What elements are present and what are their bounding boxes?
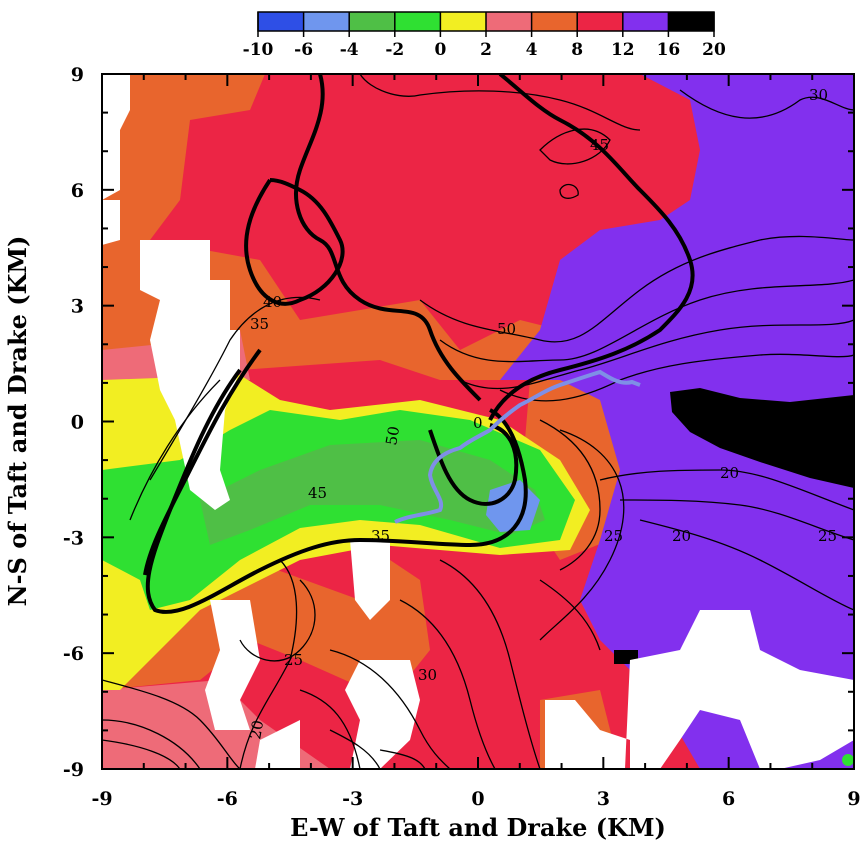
colorbar-swatch	[440, 12, 487, 31]
contour-label: 20	[246, 719, 267, 741]
colorbar-swatch	[622, 12, 669, 31]
contour-label: 40	[263, 293, 282, 311]
colorbar-swatch	[577, 12, 624, 31]
contour-label: 0	[473, 414, 483, 432]
colorbar-swatch	[668, 12, 715, 31]
contour-label: 30	[809, 86, 828, 104]
colorbar-swatch	[258, 12, 305, 31]
x-tick-label: -6	[217, 788, 238, 810]
contour-label: 35	[250, 315, 269, 333]
contour-label: 25	[818, 527, 837, 545]
y-tick-label: 3	[71, 296, 84, 318]
colorbar-tick-label: -10	[243, 40, 274, 60]
x-tick-label: 6	[722, 788, 735, 810]
colorbar-tick-label: 12	[611, 40, 635, 60]
contour-label: 35	[371, 527, 390, 545]
colorbar-tick-label: 8	[571, 40, 583, 60]
region-darkgreen-core	[200, 440, 545, 545]
colorbar-swatch	[394, 12, 441, 31]
colorbar-tick-label: -4	[340, 40, 359, 60]
colorbar-tick-label: 20	[702, 40, 726, 60]
colorbar-tick-label: -6	[294, 40, 313, 60]
contour-label: 45	[308, 484, 327, 502]
contour-labels: 45 40 35 50 0 50 45 35 25 30 20 20 25 20…	[246, 86, 837, 741]
x-tick-label: 0	[471, 788, 484, 810]
colorbar-swatch	[303, 12, 350, 31]
x-axis-title: E-W of Taft and Drake (KM)	[290, 813, 666, 842]
colorbar-tick-label: 2	[480, 40, 492, 60]
y-tick-label: -3	[63, 527, 84, 549]
x-tick-label: 9	[847, 788, 860, 810]
contour-label: 50	[497, 320, 516, 338]
region-black-east	[670, 388, 854, 488]
x-tick-label: -3	[342, 788, 363, 810]
region-purple-east	[500, 74, 854, 769]
y-tick-label: 6	[71, 180, 84, 202]
colorbar-swatch	[486, 12, 533, 31]
contour-label: 25	[284, 651, 303, 669]
x-tick-label: -9	[91, 788, 112, 810]
axis-tick-labels: -9 -6 -3 0 3 6 9 -9 -6 -3 0 3 6 9	[63, 64, 861, 810]
contour-label: 20	[672, 527, 691, 545]
colorbar-tick-label: 0	[434, 40, 446, 60]
y-tick-label: 0	[71, 412, 84, 434]
contour-label: 30	[418, 666, 437, 684]
plot-area	[102, 74, 854, 769]
colorbar-swatch	[349, 12, 396, 31]
colorbar-tick-label: -2	[385, 40, 404, 60]
colorbar-tick-label: 16	[657, 40, 681, 60]
storm-track	[394, 369, 641, 524]
x-tick-label: 3	[597, 788, 610, 810]
y-axis-title: N-S of Taft and Drake (KM)	[3, 236, 32, 607]
y-tick-label: -9	[63, 759, 84, 781]
y-tick-label: 9	[71, 64, 84, 86]
colorbar-tick-label: 4	[526, 40, 538, 60]
colorbar-swatch	[531, 12, 578, 31]
contour-label: 45	[590, 136, 609, 154]
contour-label: 50	[382, 425, 403, 447]
no-data-regions	[102, 74, 854, 769]
y-tick-label: -6	[63, 643, 84, 665]
colorbar: -10 -6 -4 -2 0 2 4 8 12 16 20	[243, 11, 726, 60]
contour-label: 25	[604, 527, 623, 545]
contour-label: 20	[720, 464, 739, 482]
corner-marker	[842, 754, 854, 766]
contours-thick	[143, 74, 695, 614]
axis-ticks	[101, 73, 855, 770]
